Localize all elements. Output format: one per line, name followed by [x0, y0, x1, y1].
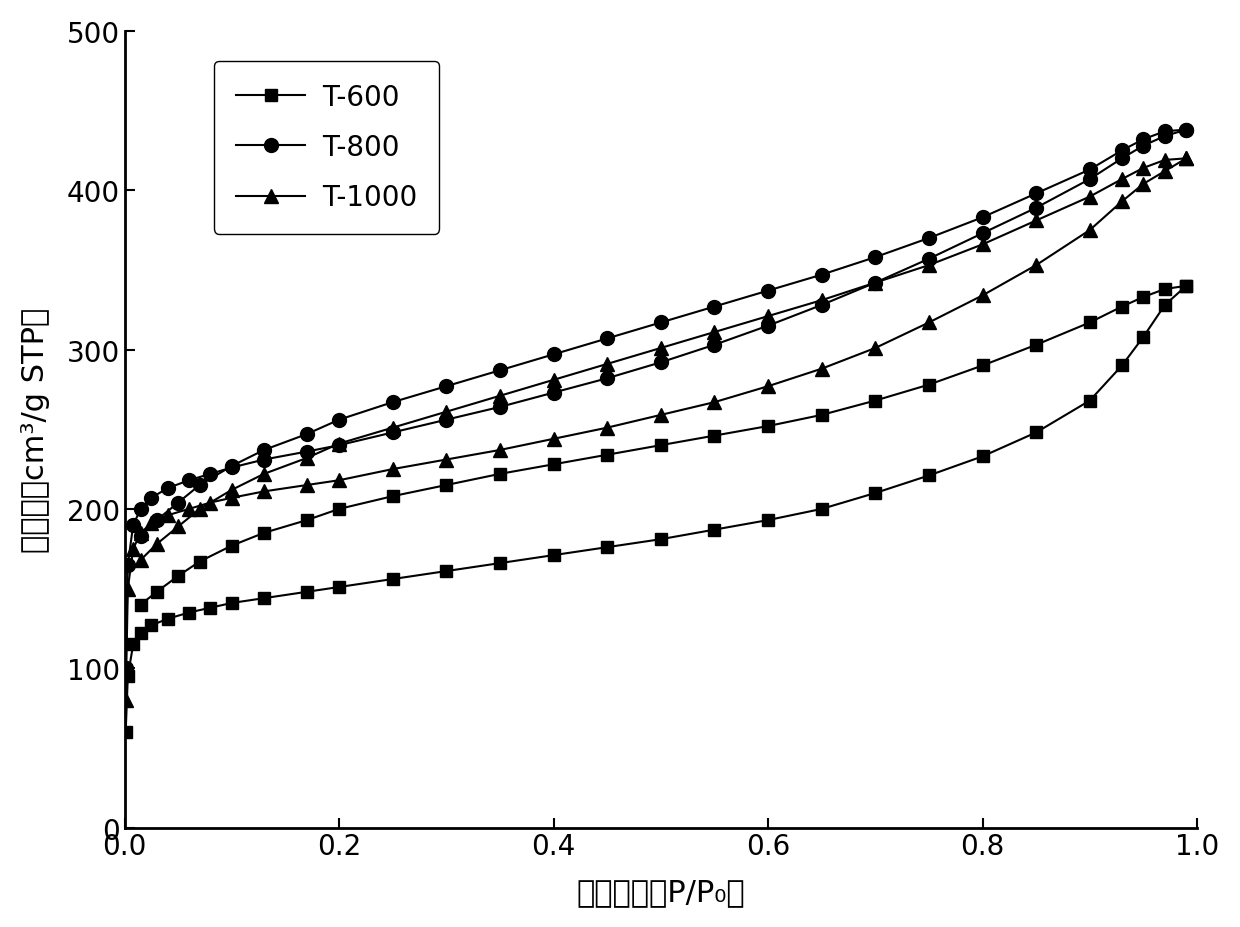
T-800 [160, 483, 175, 494]
T-600 [815, 503, 830, 514]
T-1000 [300, 480, 315, 491]
X-axis label: 相对压力（P/P₀）: 相对压力（P/P₀） [577, 877, 745, 907]
T-600 [160, 614, 175, 625]
T-600 [125, 639, 140, 650]
T-1000 [203, 498, 218, 509]
T-800 [133, 503, 148, 514]
T-1000 [118, 695, 133, 706]
T-800 [125, 520, 140, 531]
T-1000 [181, 503, 196, 514]
T-1000 [133, 527, 148, 539]
T-1000 [546, 434, 560, 445]
T-1000 [1136, 179, 1151, 190]
T-600 [1179, 281, 1194, 292]
T-600 [492, 558, 507, 569]
T-1000 [257, 487, 272, 498]
T-600 [386, 574, 401, 585]
T-600 [300, 587, 315, 598]
T-1000 [144, 518, 159, 529]
T-600 [921, 470, 936, 481]
T-600 [1029, 427, 1044, 438]
T-1000 [868, 343, 883, 354]
T-1000 [1115, 197, 1130, 208]
T-1000 [1083, 225, 1097, 236]
T-600 [1115, 361, 1130, 372]
T-1000 [160, 510, 175, 521]
T-600 [257, 593, 272, 604]
T-800 [181, 476, 196, 487]
T-800 [1083, 174, 1097, 185]
T-800 [257, 454, 272, 465]
T-800 [386, 427, 401, 438]
T-1000 [125, 543, 140, 554]
T-800 [1136, 141, 1151, 152]
T-1000 [224, 492, 239, 503]
Line: T-1000: T-1000 [119, 152, 1193, 707]
T-600 [181, 607, 196, 618]
T-800 [1029, 203, 1044, 214]
T-800 [300, 447, 315, 458]
T-800 [546, 387, 560, 399]
T-800 [120, 560, 135, 571]
Line: T-600: T-600 [120, 281, 1192, 738]
T-800 [600, 374, 615, 385]
T-600 [1136, 332, 1151, 343]
T-800 [868, 278, 883, 289]
T-1000 [975, 290, 990, 301]
T-800 [760, 321, 775, 332]
T-600 [144, 620, 159, 631]
T-600 [133, 628, 148, 639]
T-800 [203, 469, 218, 480]
T-1000 [653, 410, 668, 421]
T-600 [118, 727, 133, 738]
T-800 [224, 463, 239, 474]
T-800 [653, 357, 668, 368]
T-800 [815, 300, 830, 311]
T-800 [118, 663, 133, 674]
T-800 [1157, 132, 1172, 143]
T-800 [331, 440, 346, 451]
T-1000 [760, 381, 775, 392]
T-800 [492, 402, 507, 413]
T-600 [600, 542, 615, 553]
T-1000 [331, 476, 346, 487]
T-600 [975, 451, 990, 463]
T-1000 [492, 445, 507, 456]
T-600 [707, 525, 722, 536]
T-1000 [600, 423, 615, 434]
Legend: T-600, T-800, T-1000: T-600, T-800, T-1000 [213, 61, 439, 235]
T-1000 [1029, 260, 1044, 272]
T-800 [921, 254, 936, 265]
T-1000 [386, 464, 401, 476]
T-1000 [921, 318, 936, 329]
T-600 [760, 514, 775, 526]
T-600 [224, 598, 239, 609]
T-600 [439, 565, 454, 577]
T-1000 [1179, 154, 1194, 165]
Line: T-800: T-800 [119, 123, 1193, 676]
T-1000 [439, 454, 454, 465]
T-600 [120, 671, 135, 682]
T-600 [546, 550, 560, 561]
T-1000 [1157, 166, 1172, 177]
T-800 [144, 492, 159, 503]
T-600 [203, 603, 218, 614]
T-800 [975, 228, 990, 239]
T-600 [1157, 300, 1172, 311]
T-800 [439, 414, 454, 425]
T-600 [868, 488, 883, 499]
T-1000 [707, 397, 722, 408]
T-600 [1083, 396, 1097, 407]
T-1000 [120, 583, 135, 594]
T-1000 [815, 363, 830, 375]
Y-axis label: 吸附量（cm³/g STP）: 吸附量（cm³/g STP） [21, 307, 50, 552]
T-800 [1115, 154, 1130, 165]
T-800 [707, 340, 722, 351]
T-600 [653, 534, 668, 545]
T-600 [331, 582, 346, 593]
T-800 [1179, 125, 1194, 136]
